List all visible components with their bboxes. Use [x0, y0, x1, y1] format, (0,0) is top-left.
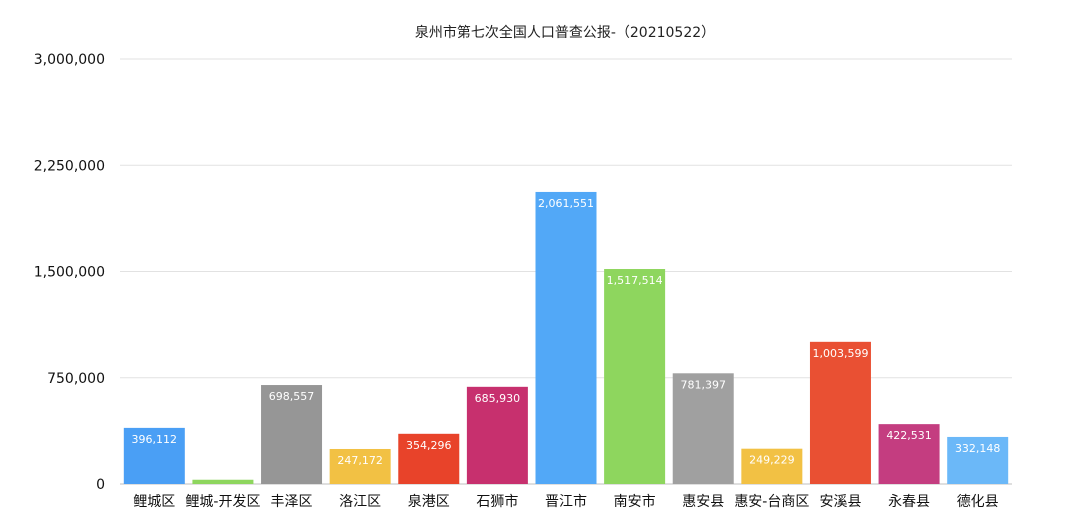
bar: [192, 479, 254, 484]
x-tick-label: 鲤城区: [133, 494, 175, 510]
bar: [672, 373, 734, 484]
x-tick-label: 鲤城-开发区: [185, 494, 260, 510]
bar: [878, 424, 940, 484]
y-axis-tick-labels: 0 750,000 1,500,000 2,250,000 3,000,000: [34, 52, 105, 493]
y-tick-label: 750,000: [47, 371, 105, 387]
bar: [535, 191, 597, 484]
bar: [398, 433, 460, 484]
bar: [261, 385, 323, 484]
bar: [466, 386, 528, 484]
y-tick-label: 3,000,000: [34, 52, 105, 68]
y-tick-label: 0: [96, 477, 105, 493]
x-tick-label: 德化县: [957, 494, 999, 510]
bar: [947, 436, 1009, 484]
y-tick-label: 1,500,000: [34, 265, 105, 281]
bar-value-label: 1,003,599: [812, 347, 868, 360]
bar-value-label: 249,229: [749, 454, 795, 467]
x-tick-label: 洛江区: [339, 494, 381, 510]
bar-value-label: 1,517,514: [607, 274, 663, 287]
chart-title: 泉州市第七次全国人口普查公报-（20210522）: [415, 24, 715, 41]
x-tick-label: 安溪县: [819, 494, 861, 510]
x-tick-label: 石狮市: [476, 493, 518, 510]
x-axis-tick-labels: 鲤城区 鲤城-开发区 丰泽区 洛江区 泉港区 石狮市 晋江市 南安市 惠安县 惠安-台商区 安溪县 永…: [133, 493, 998, 510]
bar: [809, 341, 871, 484]
bar: [123, 427, 185, 484]
x-tick-label: 永春县: [888, 494, 930, 510]
bar-value-label: 685,930: [475, 392, 521, 405]
bars: [123, 191, 1009, 484]
x-tick-label: 惠安-台商区: [734, 494, 809, 510]
bar-value-labels: 396,112 698,557 247,172 354,296 685,930 2,061…: [132, 197, 1001, 467]
bar-value-label: 698,557: [269, 390, 315, 403]
bar: [604, 269, 666, 484]
bar-value-label: 396,112: [132, 433, 178, 446]
x-tick-label: 惠安县: [682, 494, 724, 510]
x-tick-label: 泉港区: [408, 493, 450, 510]
x-tick-label: 丰泽区: [271, 494, 313, 510]
bar-value-label: 2,061,551: [538, 197, 594, 210]
x-tick-label: 晋江市: [545, 493, 587, 510]
x-tick-label: 南安市: [614, 493, 656, 510]
bar-value-label: 781,397: [680, 378, 726, 391]
bar-value-label: 247,172: [337, 454, 383, 467]
bar-value-label: 354,296: [406, 439, 452, 452]
bar-value-label: 332,148: [955, 442, 1001, 455]
y-tick-label: 2,250,000: [34, 158, 105, 174]
bar: [741, 448, 803, 484]
bar: [329, 448, 391, 484]
bar-value-label: 422,531: [886, 429, 932, 442]
